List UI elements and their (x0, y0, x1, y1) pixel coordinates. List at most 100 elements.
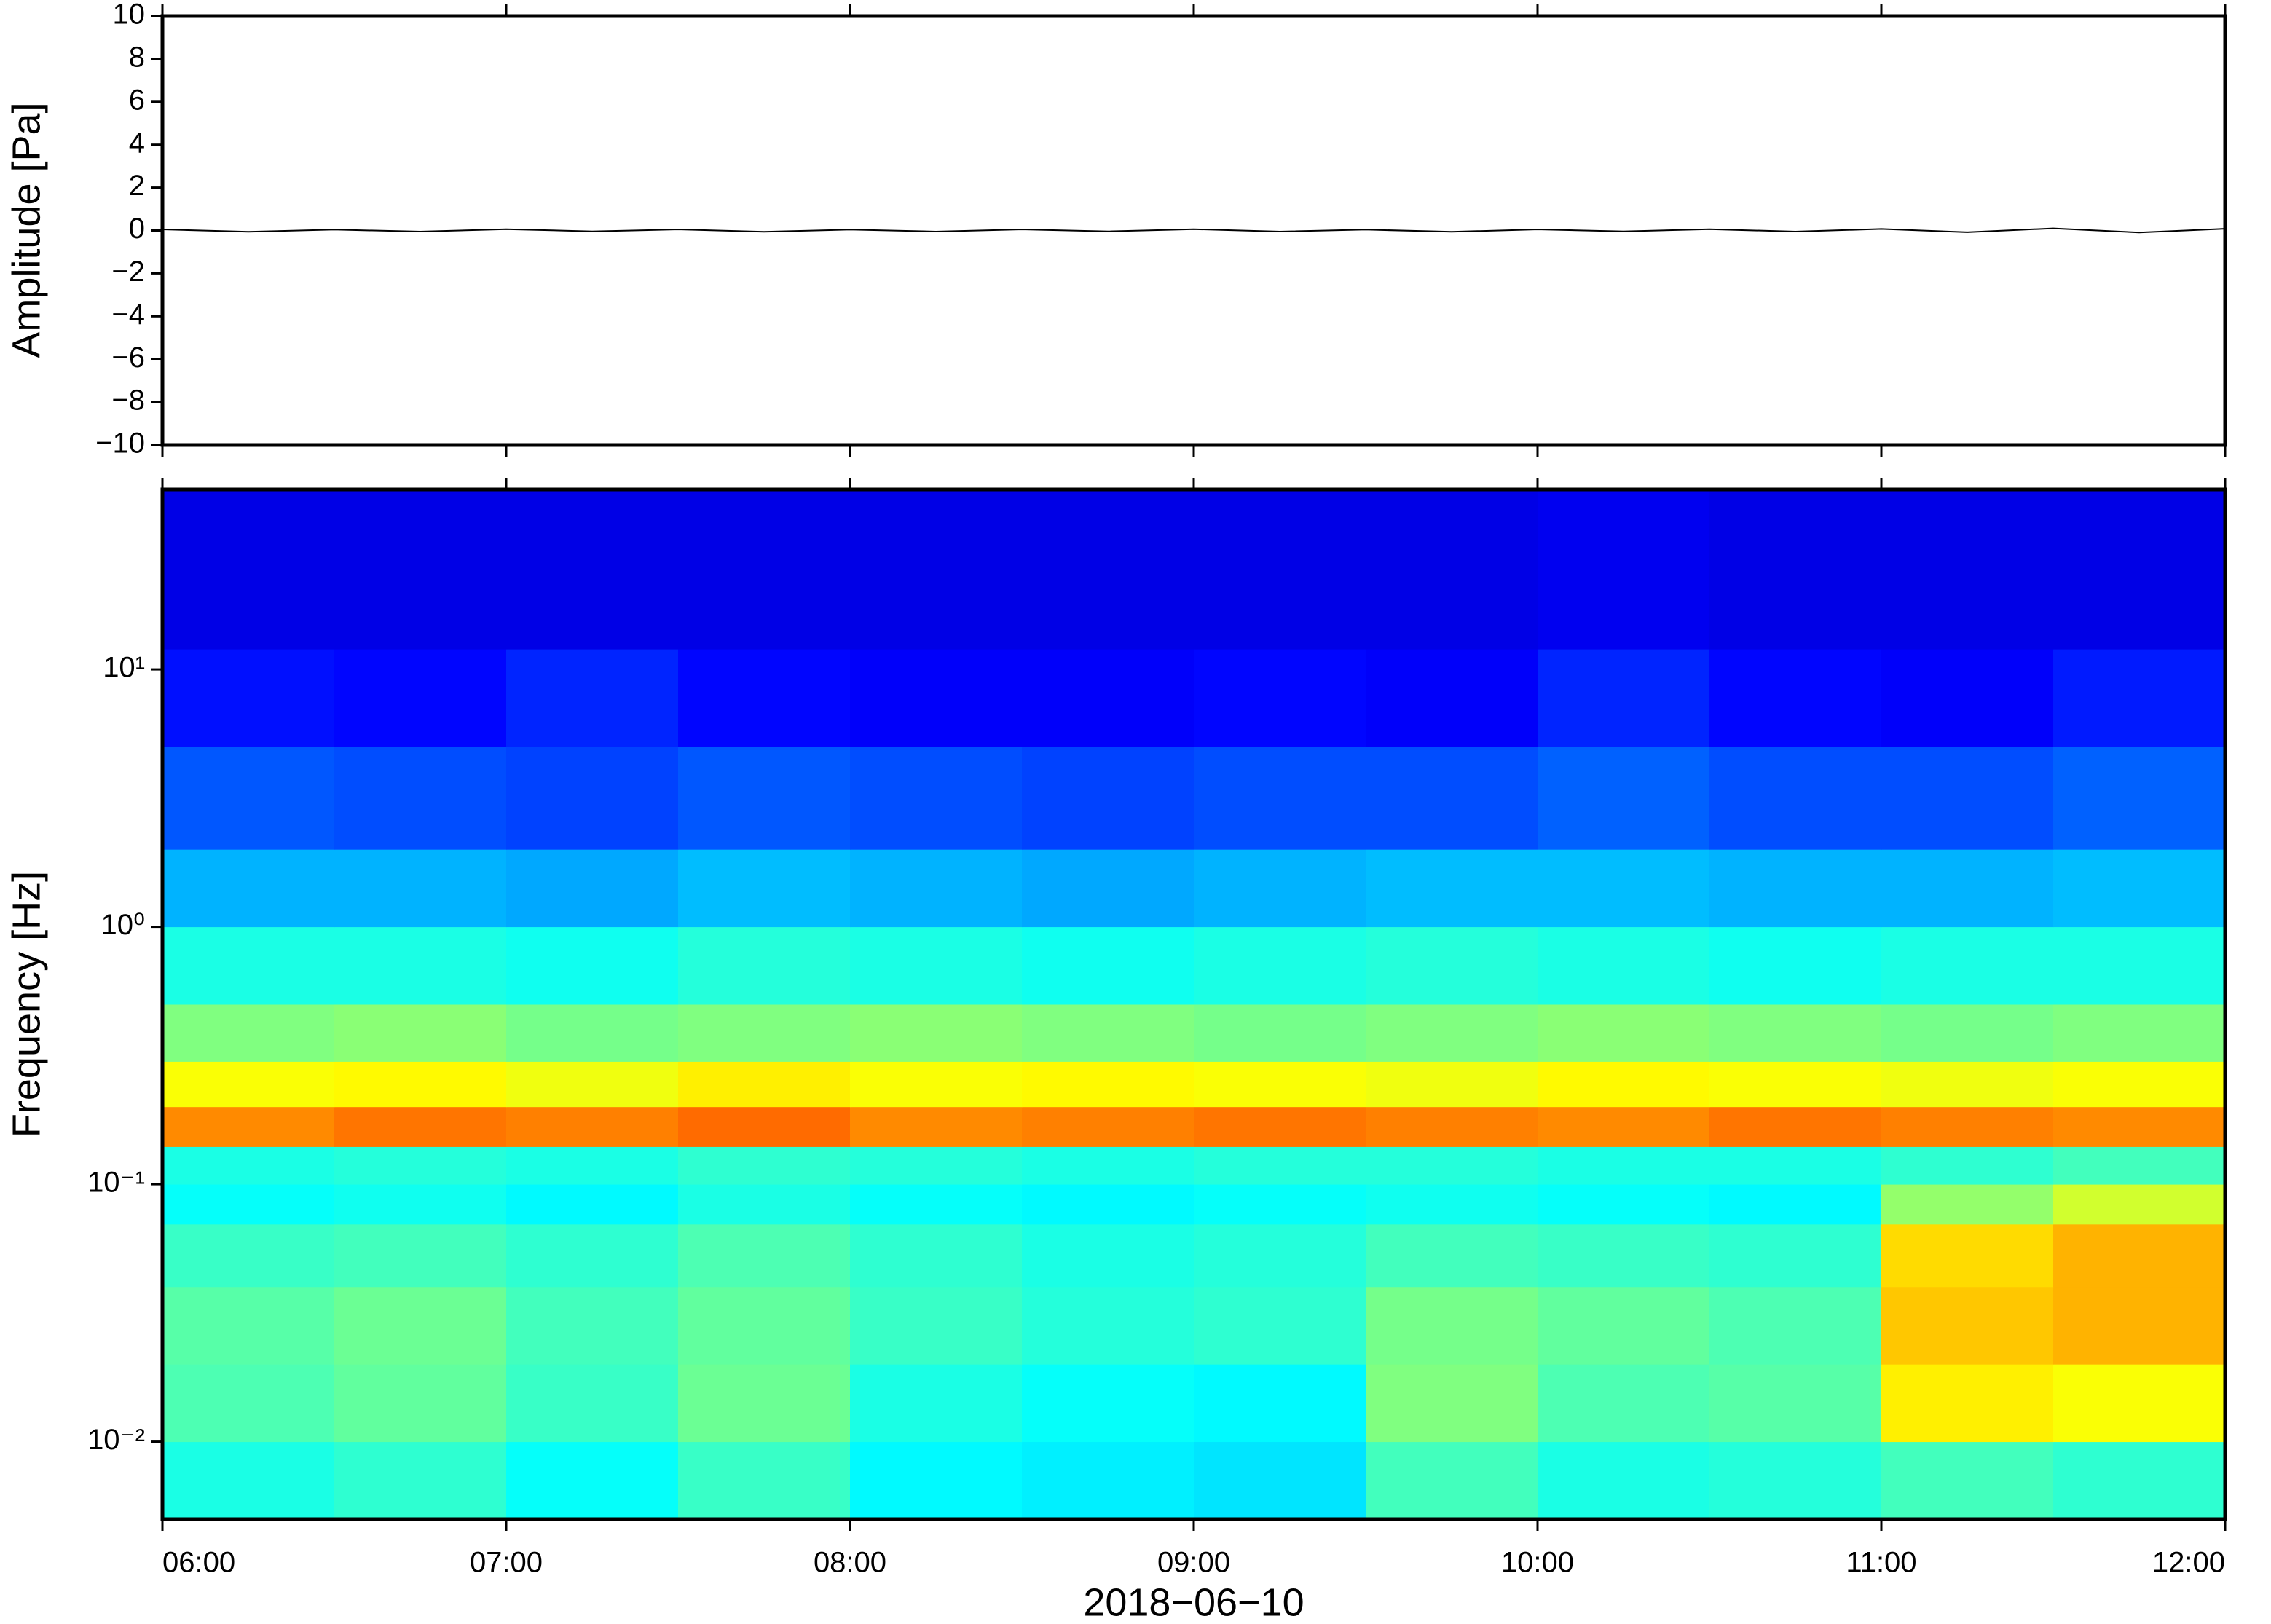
spectrogram-cell (506, 1286, 679, 1365)
spectrogram-cell (1881, 1223, 2054, 1288)
spectrogram-cell (2053, 1441, 2226, 1520)
spectrogram-cell (334, 489, 507, 650)
spectrogram-cell (1881, 1184, 2054, 1225)
spectrogram-cell (1022, 1184, 1194, 1225)
spectrogram-cell (1538, 849, 1710, 928)
spectrogram-cell (850, 1106, 1023, 1147)
spectrogram-cell (1366, 746, 1538, 850)
spectrogram-cell (1538, 1223, 1710, 1288)
spectrogram-cell (1881, 1146, 2054, 1185)
spectrogram-cell (1538, 1004, 1710, 1062)
spectrogram-cell (1022, 1061, 1194, 1108)
spectrogram-cell (334, 1441, 507, 1520)
spectrogram-cell (2053, 1286, 2226, 1365)
y-tick-label: 2 (129, 170, 145, 202)
spectrogram-cell (1709, 1184, 1882, 1225)
spectrogram-cell (1366, 926, 1538, 1005)
spectrogram-cell (1538, 1441, 1710, 1520)
spectrogram-cell (1709, 1223, 1882, 1288)
spectrogram-cell (850, 1441, 1023, 1520)
spectrogram-cell (162, 1441, 335, 1520)
spectrogram-cell (850, 1184, 1023, 1225)
spectrogram-cell (1022, 849, 1194, 928)
spectrogram-cell (334, 926, 507, 1005)
spectrogram-cell (1538, 1286, 1710, 1365)
spectrogram-cell (1709, 1061, 1882, 1108)
spectrogram-cell (1881, 926, 2054, 1005)
spectrogram-cell (1022, 746, 1194, 850)
spectrogram-cell (1881, 1004, 2054, 1062)
spectrogram-cell (1709, 1286, 1882, 1365)
spectrogram-cell (1881, 746, 2054, 850)
spectrogram-cell (334, 1223, 507, 1288)
spectrogram-cell (1194, 649, 1366, 747)
x-tick-label: 09:00 (1157, 1547, 1230, 1579)
spectrogram-cell (1881, 1286, 2054, 1365)
spectrogram-cell (1538, 649, 1710, 747)
spectrogram-cell (1366, 1146, 1538, 1185)
spectrogram-cell (678, 1286, 851, 1365)
spectrogram-cell (506, 1364, 679, 1443)
y-axis-title: Frequency [Hz] (4, 871, 48, 1138)
spectrogram-cell (1709, 1146, 1882, 1185)
spectrogram-cell (2053, 926, 2226, 1005)
spectrogram-cell (162, 1184, 335, 1225)
spectrogram-cell (506, 849, 679, 928)
spectrogram-cell (1022, 1004, 1194, 1062)
spectrogram-cell (2053, 849, 2226, 928)
x-tick-label: 12:00 (2152, 1547, 2225, 1579)
spectrogram-cell (1709, 1106, 1882, 1147)
spectrogram-cell (1709, 649, 1882, 747)
spectrogram-cell (2053, 1364, 2226, 1443)
spectrogram-cell (850, 1223, 1023, 1288)
spectrogram-cell (162, 746, 335, 850)
spectrogram-cell (850, 1364, 1023, 1443)
spectrogram-cell (2053, 746, 2226, 850)
spectrogram-cell (1194, 1441, 1366, 1520)
spectrogram-cell (1022, 1146, 1194, 1185)
spectrogram-cell (850, 1061, 1023, 1108)
spectrogram-cell (850, 1004, 1023, 1062)
spectrogram-cell (1709, 1364, 1882, 1443)
spectrogram-cell (678, 489, 851, 650)
spectrogram-cell (1709, 746, 1882, 850)
spectrogram-cell (678, 849, 851, 928)
spectrogram-cell (334, 1146, 507, 1185)
y-tick-label: 10¹ (103, 652, 145, 684)
spectrogram-cell (1366, 1286, 1538, 1365)
spectrogram-cell (1366, 649, 1538, 747)
y-tick-label: −4 (111, 299, 145, 331)
spectrogram-cell (2053, 649, 2226, 747)
y-tick-label: 10⁰ (101, 909, 145, 941)
spectrogram-cell (506, 746, 679, 850)
spectrogram-cell (1366, 489, 1538, 650)
spectrogram-cell (1881, 489, 2054, 650)
y-tick-label: −10 (95, 427, 145, 460)
spectrogram-cell (334, 649, 507, 747)
spectrogram-cell (1538, 926, 1710, 1005)
spectrogram-cell (1366, 1106, 1538, 1147)
spectrogram-cell (334, 849, 507, 928)
spectrogram-cell (506, 1004, 679, 1062)
spectrogram-cell (2053, 1146, 2226, 1185)
spectrogram-cell (2053, 1223, 2226, 1288)
y-tick-label: −8 (111, 385, 145, 417)
y-tick-label: 10 (113, 0, 146, 31)
spectrogram-cell (1538, 489, 1710, 650)
spectrogram-cell (850, 926, 1023, 1005)
spectrogram-cell (1709, 1441, 1882, 1520)
spectrogram-cell (162, 489, 335, 650)
spectrogram-cell (1366, 1441, 1538, 1520)
spectrogram-cell (1366, 1004, 1538, 1062)
spectrogram-cell (1881, 1364, 2054, 1443)
spectrogram-cell (334, 1061, 507, 1108)
spectrogram-cell (1194, 746, 1366, 850)
spectrogram-cell (334, 746, 507, 850)
spectrogram-cell (1881, 649, 2054, 747)
spectrogram-cell (678, 1106, 851, 1147)
y-tick-label: 8 (129, 41, 145, 73)
y-tick-label: 10⁻¹ (87, 1167, 145, 1199)
spectrogram-cell (2053, 1061, 2226, 1108)
